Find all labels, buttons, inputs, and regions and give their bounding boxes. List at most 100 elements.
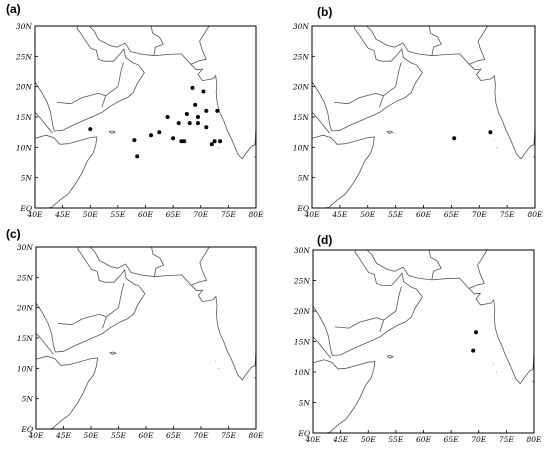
- coastline: [468, 249, 488, 289]
- event-point: [179, 139, 184, 144]
- coastline: [35, 355, 99, 430]
- x-tick-label: 70E: [193, 431, 209, 440]
- event-point: [182, 139, 187, 144]
- event-point: [193, 102, 198, 107]
- y-tick-label: 30N: [17, 243, 34, 252]
- map-panel-c: (c) 40E 45E 50E 55E 60E 65E 70E 75E 80E EQ 5N 10N 15…: [0, 224, 275, 449]
- event-point: [488, 130, 493, 135]
- event-point: [201, 89, 206, 94]
- coastline: [311, 134, 375, 209]
- coastline: [366, 25, 536, 160]
- x-tick-label: 45E: [331, 210, 348, 219]
- coastline: [366, 249, 535, 385]
- map-frame: [311, 25, 536, 209]
- map-frame: [35, 246, 257, 430]
- event-point: [165, 115, 170, 119]
- y-tick-label: 20N: [15, 83, 33, 92]
- x-tick-label: 55E: [110, 210, 126, 219]
- x-tick-label: 65E: [166, 210, 182, 219]
- coastline: [311, 111, 331, 134]
- y-tick-label: 5N: [298, 174, 310, 183]
- coastline: [108, 130, 117, 134]
- x-tick-label: 60E: [138, 431, 154, 440]
- x-tick-label: 65E: [444, 210, 460, 219]
- y-tick-label: 15N: [17, 334, 34, 343]
- coastline: [151, 246, 165, 277]
- x-tick-label: 80E: [526, 435, 542, 444]
- event-point: [474, 330, 478, 335]
- y-tick-label: 20N: [292, 83, 310, 92]
- coastline: [311, 25, 423, 132]
- x-tick-label: 45E: [332, 435, 349, 444]
- map-svg: 40E 45E 50E 55E 60E 65E 70E 75E 80E EQ 5N 10N 15N 20N…: [292, 22, 543, 219]
- coastline: [35, 332, 54, 355]
- y-tick-label: 10N: [17, 364, 34, 373]
- coastline: [150, 25, 164, 56]
- x-tick-label: 80E: [527, 210, 543, 219]
- event-point: [218, 139, 223, 144]
- x-tick-label: 55E: [111, 431, 127, 440]
- x-tick-label: 60E: [138, 210, 154, 219]
- x-tick-label: 40E: [303, 210, 320, 219]
- y-tick-label: 10N: [16, 143, 33, 152]
- y-tick-label: 5N: [299, 399, 311, 408]
- map-panel-b: (b) 40E 45E 50E 55E 60E 65E 70E 75E 80E EQ 5N 10N 15…: [275, 0, 550, 224]
- x-tick-label: 65E: [166, 431, 182, 440]
- panel-label: (c): [6, 227, 21, 241]
- map-panel-a: (a) 40E 45E 50E 55E 60E 65E 70E 75E 80E EQ 5N 10N 15…: [0, 0, 275, 224]
- coastline: [335, 317, 384, 329]
- event-point: [212, 139, 217, 144]
- coastline: [102, 283, 125, 329]
- y-tick-label: 25N: [292, 52, 310, 61]
- x-tick-label: 75E: [221, 431, 237, 440]
- coastline: [469, 25, 488, 65]
- coastline: [57, 313, 107, 326]
- y-tick-label: 10N: [294, 368, 311, 377]
- x-tick-label: 50E: [360, 210, 376, 219]
- x-tick-label: 50E: [83, 210, 99, 219]
- y-tick-label: 15N: [293, 113, 310, 122]
- y-tick-label: 15N: [16, 113, 33, 122]
- event-point: [135, 154, 140, 159]
- coastline: [35, 246, 146, 353]
- x-tick-label: 75E: [500, 210, 516, 219]
- y-tick-label: EQ: [297, 429, 310, 438]
- x-tick-label: 40E: [27, 431, 44, 440]
- event-point: [132, 138, 137, 143]
- coastline: [312, 336, 332, 359]
- event-point: [187, 121, 192, 126]
- y-tick-label: 10N: [293, 143, 310, 152]
- map-frame: [34, 25, 257, 209]
- y-tick-label: 5N: [21, 174, 33, 183]
- event-point: [149, 133, 153, 138]
- x-tick-label: 80E: [248, 431, 264, 440]
- y-tick-label: 30N: [294, 246, 311, 255]
- event-point: [204, 108, 209, 113]
- event-point: [171, 136, 176, 141]
- event-point: [176, 121, 181, 126]
- coastline: [190, 25, 210, 65]
- x-tick-label: 40E: [26, 210, 43, 219]
- x-tick-label: 50E: [83, 431, 99, 440]
- panel-label: (b): [317, 5, 333, 19]
- event-point: [157, 130, 162, 135]
- y-tick-label: EQ: [20, 425, 33, 434]
- y-tick-label: 30N: [16, 22, 33, 31]
- event-point: [452, 136, 457, 141]
- x-tick-label: 60E: [416, 435, 432, 444]
- x-tick-label: 75E: [221, 210, 237, 219]
- event-point: [196, 121, 200, 126]
- x-tick-label: 45E: [54, 210, 71, 219]
- coastline: [379, 286, 402, 332]
- x-tick-label: 55E: [388, 435, 404, 444]
- map-panel-d: (d) 40E 45E 50E 55E 60E 65E 70E 75E 80E EQ 5N 10N 15…: [275, 224, 550, 449]
- event-point: [471, 348, 476, 353]
- coastline: [386, 130, 394, 134]
- x-tick-label: 55E: [388, 210, 404, 219]
- x-tick-label: 80E: [248, 210, 264, 219]
- coastline: [334, 92, 384, 105]
- panel-label: (a): [6, 2, 21, 16]
- map-svg: 40E 45E 50E 55E 60E 65E 70E 75E 80E EQ 5N 10N 15N 20N…: [16, 243, 264, 440]
- event-point: [184, 112, 189, 116]
- coastline: [312, 359, 376, 434]
